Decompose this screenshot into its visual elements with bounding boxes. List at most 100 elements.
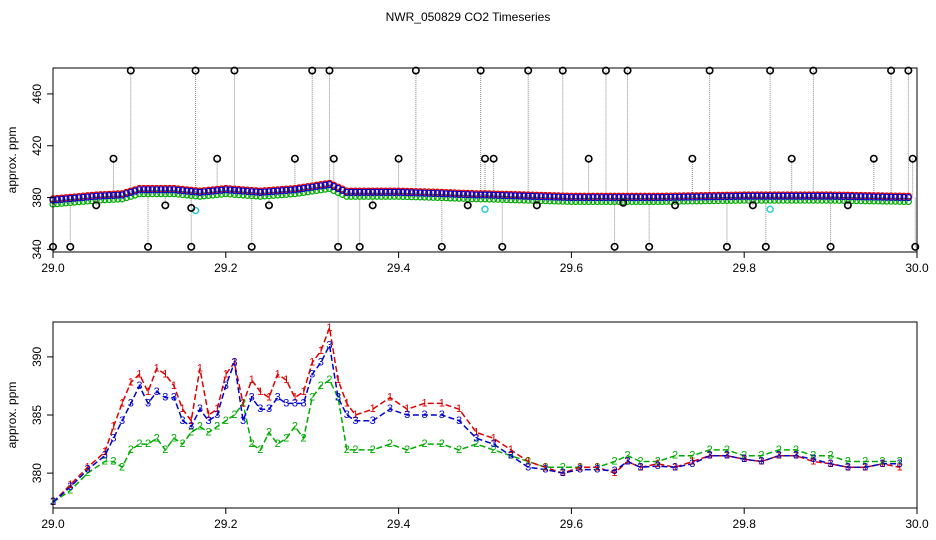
timeseries-point <box>623 197 632 206</box>
outlier-point <box>368 201 377 210</box>
bottom-y-tick-label: 385 <box>30 405 44 425</box>
series-3-marker: 3 <box>154 386 160 398</box>
top-panel: 29.0 29.2 29.4 29.6 29.8 30.0 340 380 420 460 app… <box>5 66 929 275</box>
series-1-marker: 1 <box>84 461 90 473</box>
timeseries-point <box>53 196 61 204</box>
series-1-marker: 1 <box>128 376 134 388</box>
timeseries-point <box>377 192 385 200</box>
outlier-point <box>787 154 796 163</box>
series-3-marker: 3 <box>387 403 393 415</box>
series-2-marker: 2 <box>793 444 799 456</box>
timeseries-point <box>593 197 601 206</box>
timeseries-point <box>792 192 800 200</box>
timeseries-point <box>239 187 247 195</box>
timeseries-point <box>731 196 740 204</box>
series-2-marker: 2 <box>612 456 618 468</box>
timeseries-point <box>814 192 822 200</box>
series-3-marker: 3 <box>231 357 237 369</box>
timeseries-point <box>407 189 416 197</box>
timeseries-point <box>589 197 597 206</box>
timeseries-point <box>148 190 156 198</box>
series-1-marker: 1 <box>594 461 600 473</box>
timeseries-point <box>805 192 813 200</box>
timeseries-point <box>511 192 519 200</box>
timeseries-point <box>524 196 532 204</box>
timeseries-point <box>420 189 429 197</box>
timeseries-point <box>891 197 900 205</box>
timeseries-point <box>252 188 260 196</box>
series-3-marker: 3 <box>119 415 125 427</box>
timeseries-point <box>783 192 792 200</box>
top-y-axis-label: approx. ppm <box>5 127 19 194</box>
series-3-marker: 3 <box>318 357 324 369</box>
series-3-marker: 3 <box>421 409 427 421</box>
outlier-point <box>610 242 619 251</box>
outlier-point <box>904 66 913 75</box>
timeseries-point <box>114 191 122 199</box>
timeseries-point <box>287 186 295 194</box>
series-1-marker: 1 <box>154 363 160 375</box>
timeseries-point <box>114 195 122 203</box>
timeseries-point <box>524 192 532 200</box>
timeseries-point <box>53 200 61 208</box>
series-2-marker: 2 <box>326 374 332 386</box>
outlier-point <box>325 66 334 75</box>
timeseries-point <box>770 196 779 204</box>
outlier-point <box>126 66 135 75</box>
timeseries-point <box>209 191 217 199</box>
timeseries-point <box>572 197 580 206</box>
outlier-point <box>908 154 917 163</box>
timeseries-point <box>166 190 174 198</box>
series-1-marker: 1 <box>508 444 514 456</box>
timeseries-point <box>706 193 714 201</box>
series-2-marker: 2 <box>776 444 782 456</box>
outlier-point <box>532 201 541 210</box>
timeseries-point <box>477 195 485 203</box>
outlier-point <box>558 66 567 75</box>
top-panel-axes: 29.0 29.2 29.4 29.6 29.8 30.0 340 380 420 460 <box>30 84 929 275</box>
series-1-marker: 1 <box>612 467 618 479</box>
timeseries-point <box>425 189 433 197</box>
series-1-marker: 1 <box>810 456 816 468</box>
series-1-marker: 1 <box>560 467 566 479</box>
series-3-marker: 3 <box>180 415 186 427</box>
timeseries-point <box>796 196 804 204</box>
series-3-marker: 3 <box>102 450 108 462</box>
top-x-tick-label: 29.8 <box>733 261 757 275</box>
timeseries-point <box>256 188 264 196</box>
timeseries-point <box>701 193 709 201</box>
timeseries-point <box>775 192 783 200</box>
timeseries-point <box>217 186 226 194</box>
timeseries-point <box>684 193 692 201</box>
timeseries-point <box>826 196 835 204</box>
series-3-marker: 3 <box>370 415 376 427</box>
timeseries-point <box>891 193 900 201</box>
series-3-marker: 3 <box>197 403 203 415</box>
timeseries-point <box>248 188 256 196</box>
timeseries-point <box>818 196 826 204</box>
top-x-tick-label: 29.4 <box>387 261 411 275</box>
series-1-marker: 1 <box>335 374 341 386</box>
timeseries-point <box>312 182 321 191</box>
timeseries-point <box>896 193 904 202</box>
bottom-y-tick-label: 380 <box>30 463 44 483</box>
series-2-marker: 2 <box>897 456 903 468</box>
timeseries-point <box>788 196 796 204</box>
timeseries-point <box>66 195 74 203</box>
timeseries-point <box>472 195 480 203</box>
timeseries-point <box>122 190 131 198</box>
series-2-marker: 2 <box>110 456 116 468</box>
timeseries-point <box>101 196 109 204</box>
timeseries-point <box>636 193 645 202</box>
series-1-marker: 1 <box>292 392 298 404</box>
timeseries-point <box>788 192 796 200</box>
outlier-point <box>911 242 920 251</box>
series-1-marker: 1 <box>672 461 678 473</box>
timeseries-point <box>386 192 394 200</box>
timeseries-point <box>839 196 848 204</box>
series-3-marker: 3 <box>84 464 90 476</box>
timeseries-point <box>598 197 606 206</box>
series-3-marker: 3 <box>240 415 246 427</box>
series-3-line <box>52 342 900 503</box>
top-x-tick-label: 29.6 <box>560 261 584 275</box>
